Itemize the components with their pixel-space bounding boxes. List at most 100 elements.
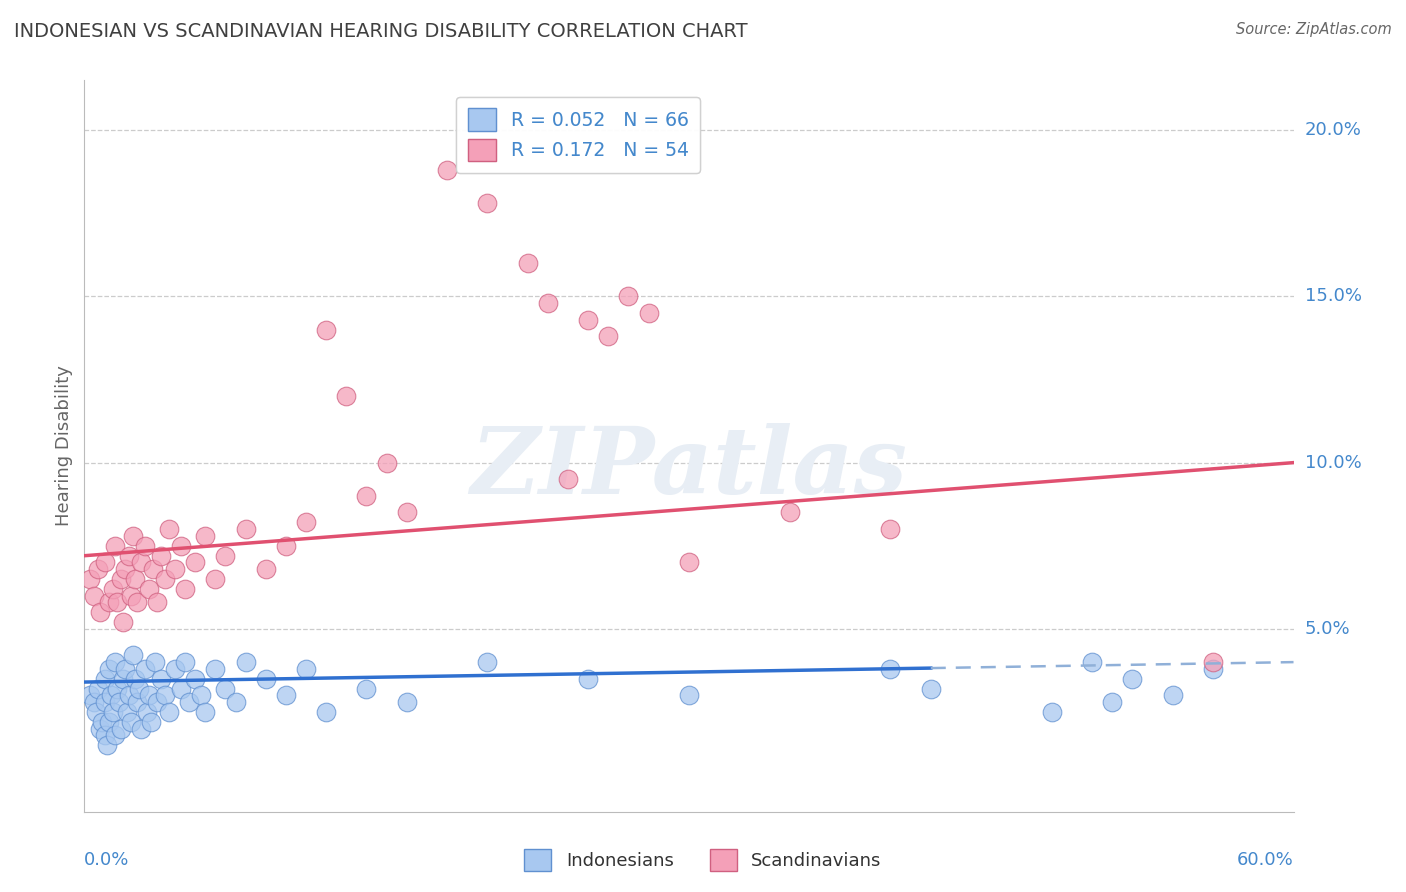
Point [121, 648, 143, 663]
Point [153, 689, 176, 703]
Point [120, 589, 142, 603]
Point [174, 655, 197, 669]
Point [1202, 662, 1225, 676]
Point [190, 689, 212, 703]
Point [104, 728, 127, 742]
Point [114, 562, 136, 576]
Point [170, 539, 193, 553]
Point [274, 689, 297, 703]
Point [118, 689, 141, 703]
Point [129, 555, 152, 569]
Point [138, 689, 160, 703]
Point [184, 672, 207, 686]
Point [105, 595, 128, 609]
Text: 60.0%: 60.0% [1237, 851, 1294, 869]
Point [153, 572, 176, 586]
Point [375, 456, 398, 470]
Point [96, 738, 118, 752]
Point [395, 695, 418, 709]
Point [83, 589, 105, 603]
Point [128, 681, 150, 696]
Point [254, 672, 277, 686]
Text: ZIPatlas: ZIPatlas [471, 423, 907, 513]
Point [436, 163, 458, 178]
Point [120, 714, 142, 729]
Point [111, 672, 134, 686]
Point [104, 539, 127, 553]
Point [516, 256, 538, 270]
Point [184, 555, 207, 569]
Point [235, 522, 257, 536]
Point [107, 695, 129, 709]
Point [315, 705, 337, 719]
Point [97, 714, 120, 729]
Point [1101, 695, 1123, 709]
Point [149, 672, 172, 686]
Point [174, 582, 197, 596]
Point [138, 582, 160, 596]
Point [335, 389, 357, 403]
Point [110, 572, 132, 586]
Point [637, 306, 659, 320]
Point [225, 695, 247, 709]
Point [134, 662, 156, 676]
Point [118, 549, 141, 563]
Point [124, 672, 146, 686]
Point [86, 705, 108, 719]
Point [1081, 655, 1104, 669]
Point [295, 662, 318, 676]
Point [135, 705, 157, 719]
Point [114, 662, 136, 676]
Point [204, 662, 226, 676]
Point [356, 681, 378, 696]
Point [101, 705, 124, 719]
Point [1161, 689, 1184, 703]
Point [537, 296, 560, 310]
Point [83, 695, 105, 709]
Point [125, 595, 148, 609]
Point [111, 615, 134, 630]
Text: 10.0%: 10.0% [1305, 454, 1361, 472]
Point [477, 655, 499, 669]
Point [477, 196, 499, 211]
Point [121, 529, 143, 543]
Point [89, 605, 111, 619]
Point [93, 672, 115, 686]
Point [79, 572, 101, 586]
Point [101, 582, 124, 596]
Point [1202, 655, 1225, 669]
Point [104, 655, 127, 669]
Text: INDONESIAN VS SCANDINAVIAN HEARING DISABILITY CORRELATION CHART: INDONESIAN VS SCANDINAVIAN HEARING DISAB… [14, 22, 748, 41]
Point [395, 506, 418, 520]
Point [315, 323, 337, 337]
Point [146, 695, 169, 709]
Point [779, 506, 801, 520]
Point [557, 472, 579, 486]
Text: 20.0%: 20.0% [1305, 121, 1361, 139]
Point [157, 705, 180, 719]
Point [146, 595, 169, 609]
Point [254, 562, 277, 576]
Point [89, 722, 111, 736]
Point [204, 572, 226, 586]
Point [214, 549, 236, 563]
Point [129, 722, 152, 736]
Point [115, 705, 138, 719]
Y-axis label: Hearing Disability: Hearing Disability [55, 366, 73, 526]
Point [179, 695, 201, 709]
Point [235, 655, 257, 669]
Point [124, 572, 146, 586]
Text: 0.0%: 0.0% [84, 851, 129, 869]
Point [617, 289, 640, 303]
Point [165, 662, 187, 676]
Point [97, 662, 120, 676]
Point [678, 555, 700, 569]
Point [97, 595, 120, 609]
Point [87, 681, 110, 696]
Point [598, 329, 620, 343]
Point [110, 722, 132, 736]
Point [93, 695, 115, 709]
Point [576, 312, 599, 326]
Text: Source: ZipAtlas.com: Source: ZipAtlas.com [1236, 22, 1392, 37]
Point [157, 522, 180, 536]
